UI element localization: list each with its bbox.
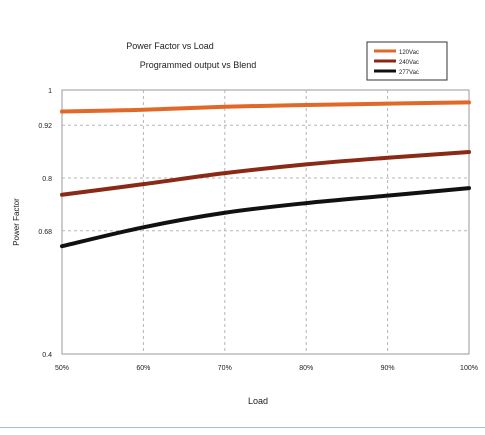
y-tick-label: 0.4 [42, 352, 52, 359]
series-line-240vac [60, 150, 471, 197]
y-tick-label: 0.92 [38, 123, 52, 130]
series-line-120vac [60, 100, 471, 114]
y-tick-label: 0.68 [38, 229, 52, 236]
x-tick-label: 60% [136, 365, 150, 372]
bottom-divider [0, 427, 485, 435]
x-tick-label: 80% [299, 365, 313, 372]
x-axis-label: Load [248, 396, 268, 406]
series-line-277vac [60, 186, 471, 249]
x-tick-labels: 50% 60% 70% 80% 90% 100% [55, 365, 478, 372]
legend-label: 120Vac [399, 50, 419, 56]
x-tick-label: 90% [381, 365, 395, 372]
chart-title: Power Factor vs Load [126, 41, 214, 51]
x-tick-label: 100% [460, 365, 478, 372]
x-tick-label: 70% [218, 365, 232, 372]
legend-label: 240Vac [399, 60, 419, 66]
series-group [60, 100, 471, 249]
y-tick-label: 1 [48, 88, 52, 95]
y-axis-label: Power Factor [12, 198, 21, 246]
y-tick-labels: 1 0.92 0.8 0.68 0.4 [38, 88, 52, 359]
legend-label: 277Vac [399, 70, 419, 76]
legend: 120Vac 240Vac 277Vac [366, 41, 448, 81]
plot-background [61, 89, 470, 355]
y-tick-label: 0.8 [42, 176, 52, 183]
chart-svg: 1 0.92 0.8 0.68 0.4 50% 60% 70% 80% 90% 100% Powe… [12, 41, 478, 406]
chart-subtitle: Programmed output vs Blend [140, 60, 257, 70]
x-tick-label: 50% [55, 365, 69, 372]
